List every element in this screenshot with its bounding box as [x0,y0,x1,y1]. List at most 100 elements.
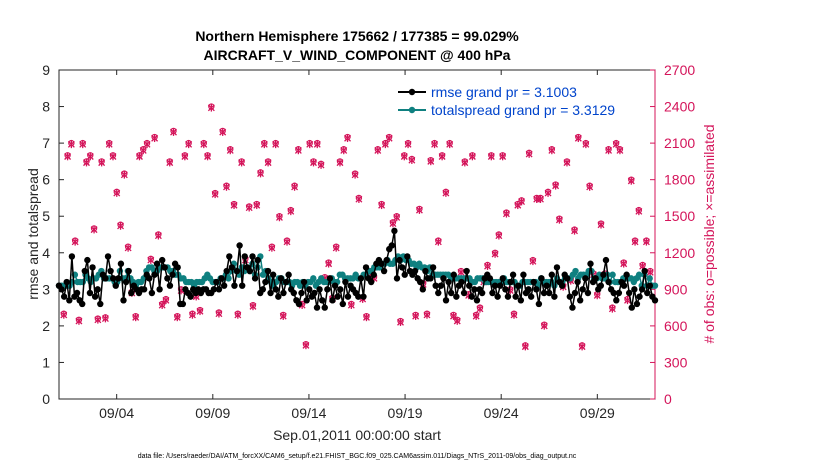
obs-assimilated-marker [279,312,287,320]
rmse-point [236,242,243,249]
x-tick-label: 09/29 [580,405,615,421]
rmse-point [553,264,561,271]
totalspread-point [79,278,87,286]
obs-assimilated-marker [400,152,408,161]
rmse-point [644,289,651,297]
rmse-point [517,297,525,304]
obs-assimilated-marker [86,152,94,161]
rmse-point [411,267,419,275]
obs-assimilated-marker [226,146,234,155]
rmse-point [638,286,646,293]
obs-assimilated-marker [620,259,628,268]
rmse-point [112,282,119,289]
obs-assimilated-marker [313,140,321,149]
rmse-point [445,278,452,286]
rmse-point [535,300,543,308]
y-left-tick-label: 1 [42,354,50,370]
totalspread-point [572,267,579,275]
obs-assimilated-marker [374,146,382,155]
rmse-point [367,278,375,286]
rmse-point [213,278,220,286]
rmse-point [558,282,566,289]
obs-assimilated-marker [215,309,223,318]
obs-assimilated-marker [616,146,624,155]
obs-assimilated-marker [245,203,253,212]
rmse-point [546,289,553,297]
obs-assimilated-marker [230,201,238,210]
obs-assimilated-marker [548,146,556,155]
rmse-point [339,300,347,308]
obs-assimilated-marker [105,140,113,149]
obs-assimilated-marker [427,157,435,166]
x-tick-label: 09/24 [484,405,519,421]
rmse-point [63,278,70,286]
obs-assimilated-marker [151,134,159,143]
y-right-tick-label: 2400 [664,99,695,115]
rmse-point [122,278,130,286]
obs-assimilated-marker [139,146,147,155]
obs-assimilated-marker [642,238,650,246]
obs-assimilated-marker [586,183,594,191]
y-left-tick-label: 5 [42,208,50,224]
rmse-point [538,275,545,282]
rmse-point [396,256,403,264]
rmse-point [486,275,494,282]
y-left-tick-label: 8 [42,99,50,115]
obs-assimilated-marker [113,189,121,197]
rmse-point [533,286,540,293]
rmse-point [579,286,586,293]
obs-assimilated-markers [60,103,654,351]
x-tick-label: 09/14 [291,405,326,421]
y-right-tick-label: 1500 [664,208,695,224]
obs-assimilated-marker [101,314,109,323]
rmse-point [636,293,643,300]
rmse-point [427,275,434,282]
rmse-point [527,293,535,300]
obs-assimilated-marker [275,213,283,222]
rmse-point [187,293,194,300]
rmse-point [231,282,238,289]
obs-assimilated-marker [438,152,446,161]
obs-assimilated-marker [381,140,389,149]
rmse-point [313,304,321,311]
rmse-point [458,278,465,286]
rmse-point [432,282,439,289]
rmse-point [471,286,478,293]
rmse-point [246,267,254,275]
rmse-point [391,227,398,235]
obs-assimilated-marker [385,134,393,143]
obs-assimilated-marker [332,244,340,252]
obs-assimilated-marker [120,170,128,179]
obs-assimilated-marker [336,158,344,167]
rmse-point [551,293,558,300]
x-tick-label: 09/09 [195,405,230,421]
rmse-point [223,267,230,275]
rmse-point [447,289,455,297]
obs-assimilated-marker [238,158,246,167]
rmse-point [633,300,641,308]
rmse-point [460,289,468,297]
obs-assimilated-marker [529,257,537,266]
totalspread-point [635,271,643,278]
rmse-point [468,293,476,300]
rmse-point [525,286,532,293]
rmse-point [574,278,581,286]
rmse-point [306,286,313,293]
obs-assimilated-marker [257,169,264,178]
obs-assimilated-marker [158,301,166,309]
obs-assimilated-marker [283,238,291,246]
data-file-footnote: data file: /Users/raeder/DAI/ATM_forcXX/… [138,453,577,460]
rmse-point [285,271,292,278]
rmse-point [584,289,592,297]
rmse-point [355,293,362,300]
rmse-point [417,278,424,286]
rmse-point [344,293,352,300]
obs-assimilated-marker [124,244,132,252]
rmse-point [491,282,499,289]
rmse-point [543,282,550,289]
y-axis-left-label: rmse and totalspread [25,168,41,300]
obs-assimilated-marker [287,207,295,216]
obs-assimilated-marker [487,152,495,161]
rmse-point [623,271,630,278]
legend-rmse-label: rmse grand pr = 3.1003 [431,84,577,100]
